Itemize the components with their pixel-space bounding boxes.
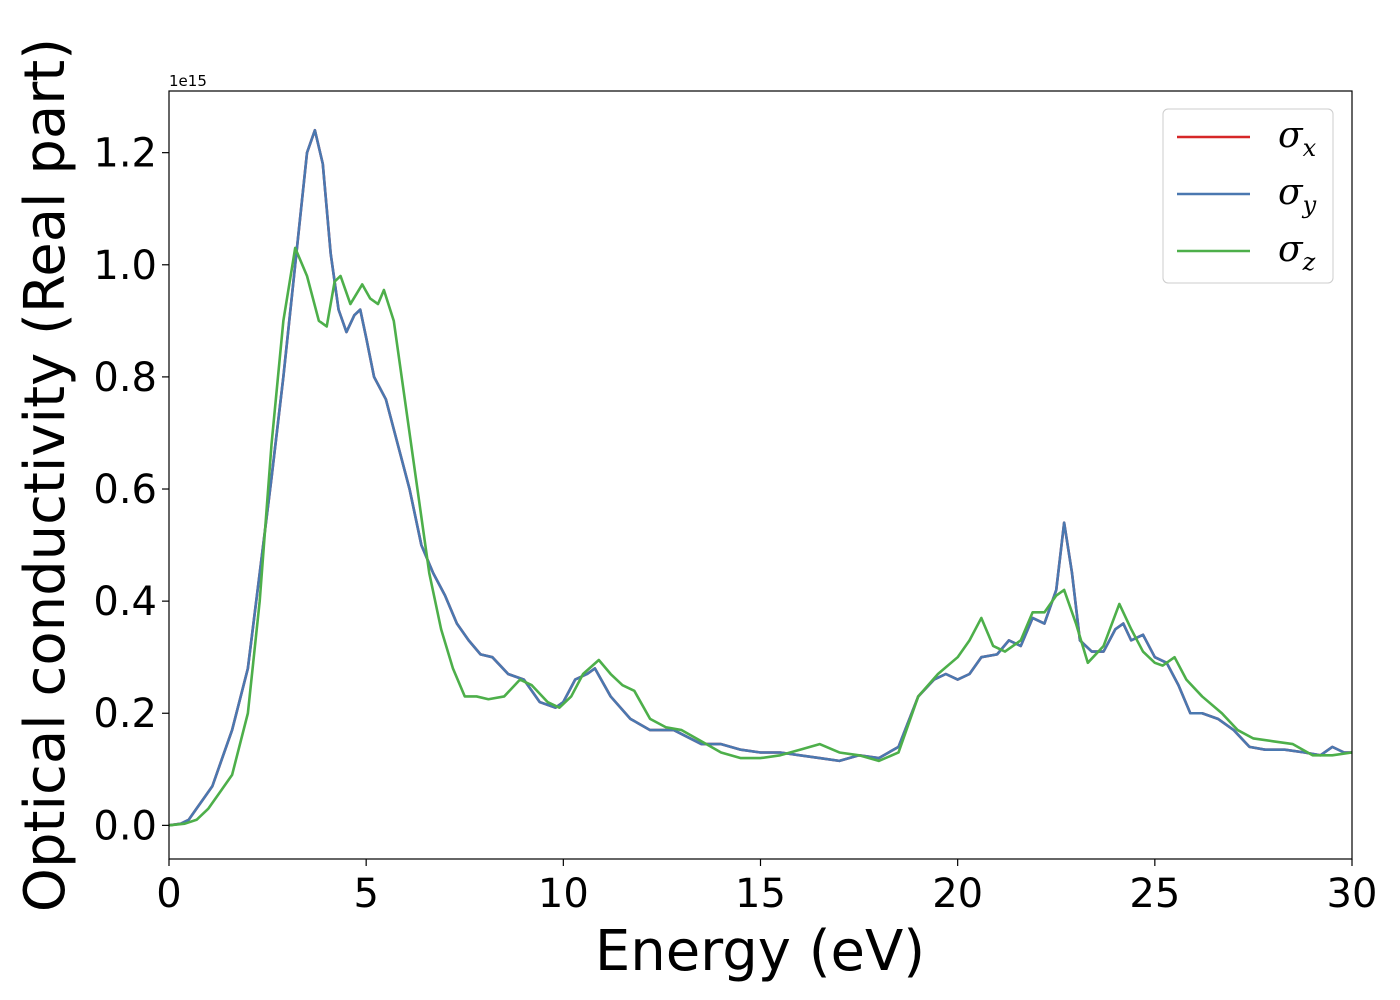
- legend-label-z: σz: [1278, 229, 1316, 276]
- x-tick-label: 20: [932, 871, 983, 917]
- legend: σx σy σz: [1162, 108, 1334, 284]
- x-tick-label: 15: [735, 871, 786, 917]
- x-tick-label: 0: [156, 871, 181, 917]
- y-tick-label: 0.2: [93, 691, 157, 737]
- legend-label-y: σy: [1278, 172, 1317, 219]
- y-axis-ticks: 0.0 0.2 0.4 0.6 0.8 1.0 1.2: [93, 131, 169, 849]
- y-tick-label: 0.6: [93, 467, 157, 513]
- x-tick-label: 5: [353, 871, 378, 917]
- y-offset-label: 1e15: [169, 72, 207, 90]
- y-tick-label: 0.8: [93, 355, 157, 401]
- series-line-y: [169, 128, 1352, 827]
- legend-label-x: σx: [1278, 115, 1317, 162]
- series-line-z: [169, 246, 1352, 827]
- y-tick-label: 0.0: [93, 803, 157, 849]
- legend-frame: [1162, 108, 1334, 284]
- x-axis-label: Energy (eV): [595, 919, 925, 984]
- y-axis-label: Optical conductivity (Real part): [13, 38, 78, 912]
- x-tick-label: 30: [1327, 871, 1378, 917]
- y-tick-label: 1.0: [93, 243, 157, 289]
- x-tick-label: 25: [1129, 871, 1180, 917]
- series-layer: [169, 128, 1352, 827]
- y-tick-label: 1.2: [93, 131, 157, 177]
- y-tick-label: 0.4: [93, 579, 157, 625]
- x-tick-label: 10: [538, 871, 589, 917]
- x-axis-ticks: 0 5 10 15 20 25 30: [156, 859, 1377, 917]
